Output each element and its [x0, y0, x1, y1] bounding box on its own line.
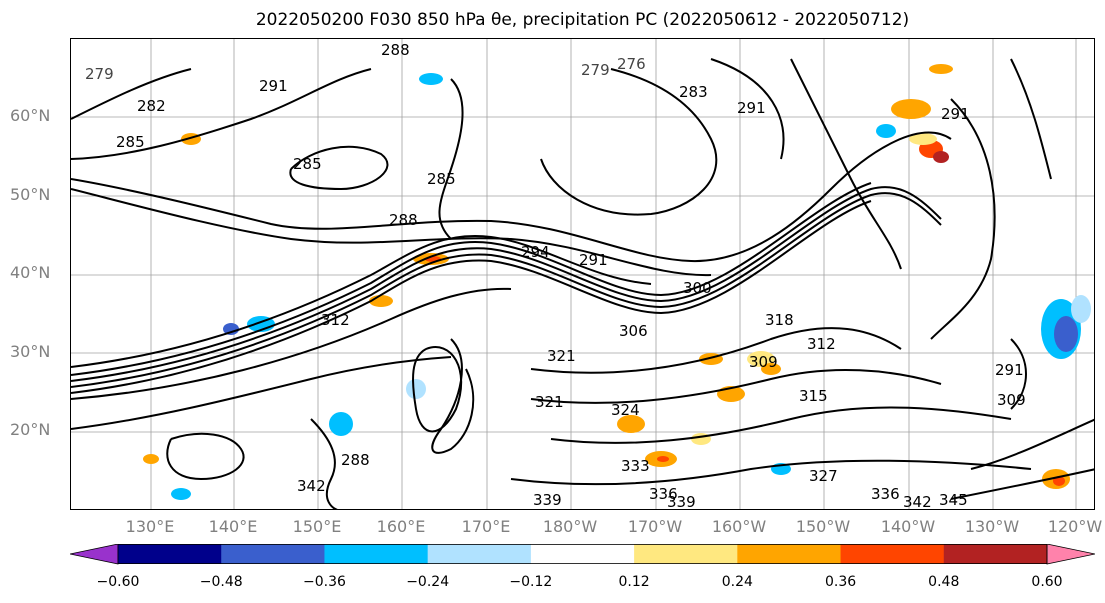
colorbar-tick-label: 0.48	[928, 574, 960, 590]
contour-labels: 279 276 279 282 283 285 285 285 288 288 …	[85, 41, 1026, 510]
precip-shading	[143, 64, 1091, 500]
contour-label: 345	[939, 491, 968, 509]
colorbar-extend-min	[69, 543, 119, 565]
colorbar-segment	[737, 544, 842, 564]
contour-label: 291	[941, 105, 970, 123]
contour-label: 283	[679, 83, 708, 101]
contour-label: 309	[749, 353, 778, 371]
contour-label: 339	[533, 491, 562, 509]
colorbar-segment	[840, 544, 945, 564]
theta-e-contours	[71, 58, 1094, 509]
contour-label: 321	[535, 393, 564, 411]
colorbar-segment	[634, 544, 738, 564]
lon-label-130e: 130°E	[125, 517, 175, 536]
contour-label: 291	[259, 77, 288, 95]
contour-label: 342	[297, 477, 326, 495]
contour-label: 285	[293, 155, 322, 173]
contour-label: 276	[617, 55, 646, 73]
colorbar-extend-max	[1046, 543, 1096, 565]
colorbar-tick-label: −0.36	[302, 574, 346, 590]
map-panel[interactable]: 279 276 279 282 283 285 285 285 288 288 …	[70, 38, 1095, 510]
contour-label: 285	[116, 133, 145, 151]
lat-label-60n: 60°N	[10, 106, 51, 125]
lon-label-140w: 140°W	[880, 517, 936, 536]
colorbar-tick-label: 0.60	[1031, 574, 1063, 590]
lat-label-50n: 50°N	[10, 185, 51, 204]
colorbar-tick-label: −0.12	[509, 574, 553, 590]
colorbar-segment	[427, 544, 532, 564]
contour-label: 324	[611, 401, 640, 419]
contour-label: 312	[321, 311, 350, 329]
contour-label: 321	[547, 347, 576, 365]
colorbar-segment	[118, 544, 222, 564]
contour-label: 288	[389, 211, 418, 229]
lon-label-120w: 120°W	[1047, 517, 1103, 536]
lon-label-140e: 140°E	[208, 517, 258, 536]
contour-label: 306	[619, 322, 648, 340]
lat-label-20n: 20°N	[10, 420, 51, 439]
lon-label-150w: 150°W	[795, 517, 851, 536]
colorbar	[69, 543, 1096, 570]
lon-label-150e: 150°E	[292, 517, 342, 536]
contour-label: 318	[765, 311, 794, 329]
colorbar-tick-label: 0.12	[618, 574, 650, 590]
colorbar-segment	[221, 544, 325, 564]
contour-label: 336	[649, 485, 678, 503]
contour-label: 327	[809, 467, 838, 485]
contour-label: 285	[427, 170, 456, 188]
contour-label: 291	[737, 99, 766, 117]
contour-label: 294	[521, 243, 550, 261]
colorbar-tick-label: 0.24	[721, 574, 753, 590]
lon-label-160e: 160°E	[376, 517, 426, 536]
contour-label: 336	[871, 485, 900, 503]
lon-label-130w: 130°W	[964, 517, 1020, 536]
colorbar-tick-label: −0.60	[96, 574, 140, 590]
contour-label: 291	[579, 251, 608, 269]
contour-label: 315	[799, 387, 828, 405]
contour-label: 279	[581, 61, 610, 79]
colorbar-outline	[117, 544, 1048, 565]
lon-label-170w: 170°W	[627, 517, 683, 536]
contour-label: 312	[807, 335, 836, 353]
contour-label: 309	[997, 391, 1026, 409]
colorbar-segment	[530, 544, 635, 564]
colorbar-tick-label: −0.24	[406, 574, 450, 590]
lat-label-30n: 30°N	[10, 342, 51, 361]
map-title: 2022050200 F030 850 hPa θe, precipitatio…	[255, 10, 910, 30]
contour-label: 291	[995, 361, 1024, 379]
lon-label-180w: 180°W	[542, 517, 598, 536]
contour-label: 333	[621, 457, 650, 475]
contour-label: 279	[85, 65, 114, 83]
colorbar-tick-label: −0.48	[199, 574, 243, 590]
colorbar-segment	[943, 544, 1048, 564]
colorbar-graphic	[69, 543, 1096, 565]
contour-label: 288	[341, 451, 370, 469]
lon-label-160w: 160°W	[711, 517, 767, 536]
map-canvas: 279 276 279 282 283 285 285 285 288 288 …	[71, 39, 1094, 510]
contour-label: 282	[137, 97, 166, 115]
graticule	[71, 39, 1094, 509]
colorbar-segment	[324, 544, 429, 564]
contour-label: 288	[381, 41, 410, 59]
lon-label-170e: 170°E	[461, 517, 511, 536]
lat-label-40n: 40°N	[10, 263, 51, 282]
contour-label: 300	[683, 279, 712, 297]
colorbar-tick-label: 0.36	[824, 574, 857, 590]
contour-label: 342	[903, 493, 932, 510]
contour-label: 339	[667, 493, 696, 510]
